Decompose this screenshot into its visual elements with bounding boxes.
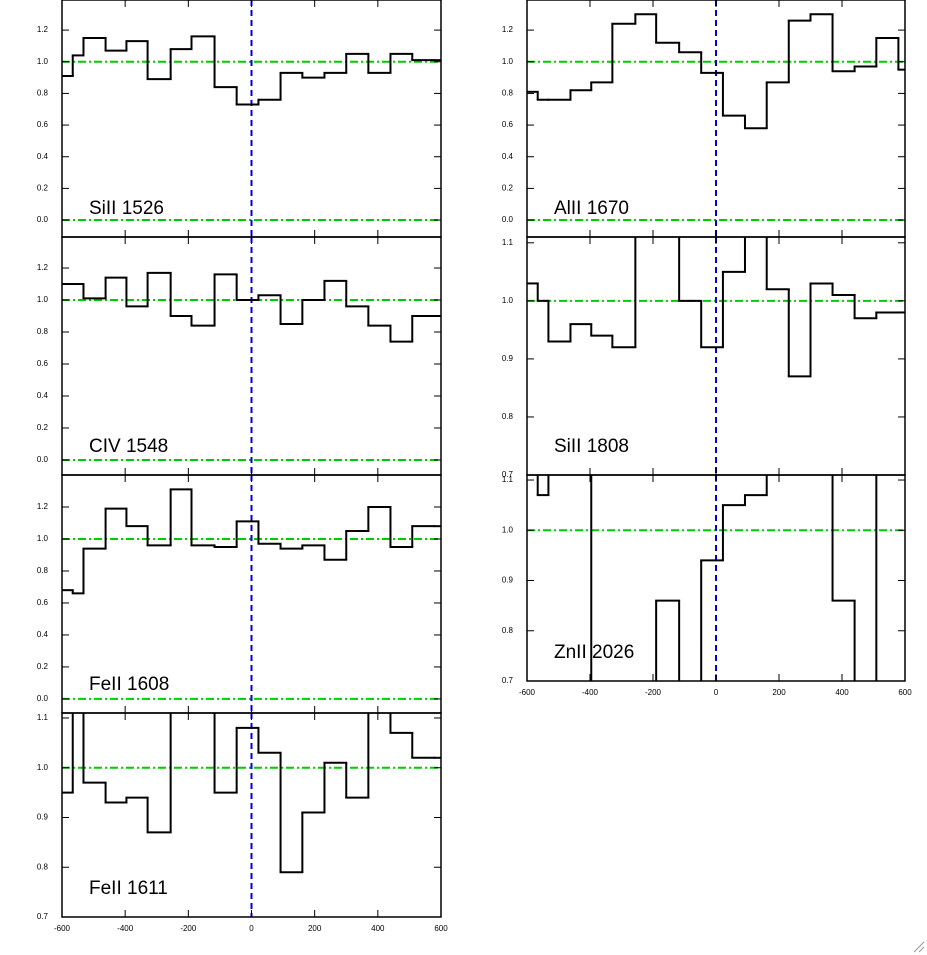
y-tick-label: 0.0 bbox=[502, 215, 514, 224]
y-tick-label: 0.4 bbox=[37, 152, 49, 161]
y-tick-label: 0.2 bbox=[37, 662, 49, 671]
y-tick-label: 1.2 bbox=[37, 502, 49, 511]
y-tick-label: 0.8 bbox=[37, 566, 49, 575]
y-tick-label: 0.0 bbox=[37, 215, 49, 224]
y-tick-label: 1.2 bbox=[502, 25, 514, 34]
x-tick-label: -200 bbox=[645, 688, 662, 697]
panel-label: CIV 1548 bbox=[89, 436, 168, 457]
panel-label: ZnII 2026 bbox=[554, 642, 634, 663]
x-tick-label: 0 bbox=[249, 924, 254, 933]
y-tick-label: 1.0 bbox=[37, 57, 49, 66]
x-tick-label: 200 bbox=[308, 924, 322, 933]
y-tick-label: 0.6 bbox=[502, 120, 514, 129]
y-tick-label: 0.6 bbox=[37, 120, 49, 129]
x-tick-label: 200 bbox=[772, 688, 786, 697]
y-tick-label: 0.8 bbox=[502, 89, 514, 98]
y-tick-label: 1.0 bbox=[37, 534, 49, 543]
y-tick-label: 0.2 bbox=[37, 423, 49, 432]
y-tick-label: 0.2 bbox=[502, 184, 514, 193]
plot-area bbox=[62, 475, 441, 713]
panel-label: AlII 1670 bbox=[554, 198, 629, 219]
plot-area bbox=[62, 237, 441, 475]
y-tick-label: 0.4 bbox=[37, 391, 49, 400]
panel-label: FeII 1611 bbox=[89, 878, 168, 899]
y-tick-label: 0.9 bbox=[502, 354, 514, 363]
x-tick-label: -200 bbox=[180, 924, 197, 933]
y-tick-label: 0.4 bbox=[502, 152, 514, 161]
y-tick-label: 0.8 bbox=[37, 862, 49, 871]
x-tick-label: 0 bbox=[714, 688, 719, 697]
y-tick-label: 0.7 bbox=[502, 676, 514, 685]
y-tick-label: 1.0 bbox=[502, 57, 514, 66]
y-tick-label: 0.0 bbox=[37, 455, 49, 464]
y-tick-label: 0.8 bbox=[502, 626, 514, 635]
y-tick-label: 1.0 bbox=[37, 295, 49, 304]
plot-area bbox=[62, 713, 441, 917]
x-tick-label: -400 bbox=[582, 688, 599, 697]
y-tick-label: 0.9 bbox=[502, 576, 514, 585]
y-tick-label: 0.2 bbox=[37, 184, 49, 193]
resize-handle bbox=[913, 941, 925, 953]
y-tick-label: 0.6 bbox=[37, 359, 49, 368]
plot-area bbox=[527, 0, 905, 237]
plot-area bbox=[527, 475, 905, 681]
y-tick-label: 0.6 bbox=[37, 598, 49, 607]
plot-area bbox=[62, 0, 441, 237]
plot-area bbox=[527, 237, 905, 475]
y-tick-label: 0.9 bbox=[37, 813, 49, 822]
y-tick-label: 1.1 bbox=[37, 713, 49, 722]
panel-label: SiII 1526 bbox=[89, 198, 164, 219]
x-tick-label: -600 bbox=[519, 688, 536, 697]
y-tick-label: 1.1 bbox=[502, 238, 514, 247]
y-tick-label: 0.4 bbox=[37, 630, 49, 639]
x-tick-label: 400 bbox=[835, 688, 849, 697]
y-tick-label: 1.0 bbox=[502, 296, 514, 305]
x-tick-label: 400 bbox=[371, 924, 385, 933]
x-tick-label: -400 bbox=[117, 924, 134, 933]
y-tick-label: 1.0 bbox=[502, 525, 514, 534]
y-tick-label: 0.7 bbox=[37, 912, 49, 921]
y-tick-label: 0.8 bbox=[37, 327, 49, 336]
y-tick-label: 1.1 bbox=[502, 475, 514, 484]
panel-label: SiII 1808 bbox=[554, 436, 629, 457]
x-tick-label: 600 bbox=[898, 688, 912, 697]
y-tick-label: 1.2 bbox=[37, 25, 49, 34]
x-tick-label: -600 bbox=[54, 924, 71, 933]
y-tick-label: 0.7 bbox=[502, 470, 514, 479]
panel-label: FeII 1608 bbox=[89, 674, 169, 695]
y-tick-label: 1.0 bbox=[37, 763, 49, 772]
y-tick-label: 1.2 bbox=[37, 263, 49, 272]
y-tick-label: 0.0 bbox=[37, 694, 49, 703]
x-tick-label: 600 bbox=[434, 924, 448, 933]
y-tick-label: 0.8 bbox=[37, 89, 49, 98]
y-tick-label: 0.8 bbox=[502, 412, 514, 421]
